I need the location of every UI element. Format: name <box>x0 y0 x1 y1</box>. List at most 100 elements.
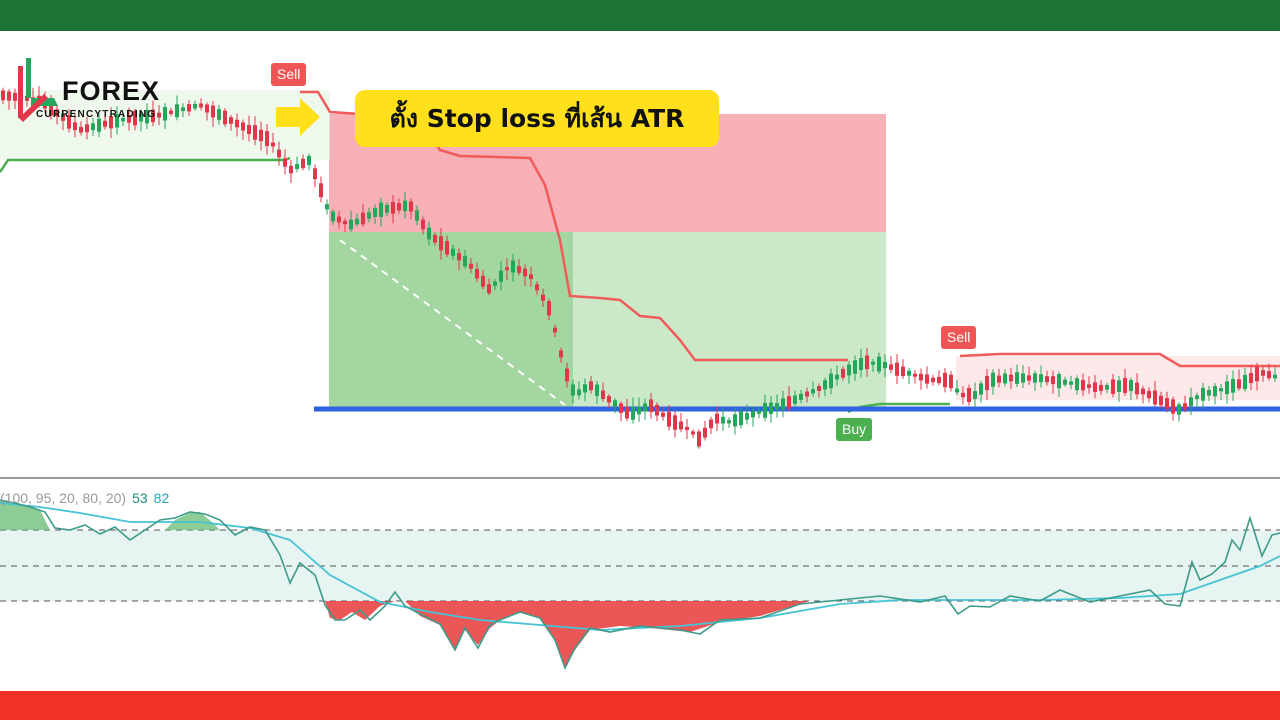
candle-body <box>1123 378 1127 393</box>
candle-body <box>1033 373 1037 383</box>
candle-body <box>1063 379 1067 385</box>
candle-body <box>25 95 29 101</box>
candle-body <box>1195 395 1199 400</box>
candle-body <box>1231 379 1235 393</box>
candle-body <box>289 165 293 174</box>
candle-body <box>769 402 773 415</box>
footer-bar <box>0 691 1280 720</box>
candle-body <box>157 112 161 118</box>
candle-body <box>1213 386 1217 397</box>
oscillator-params: (100, 95, 20, 80, 20) <box>0 490 127 506</box>
candle-body <box>295 164 299 169</box>
candle-body <box>355 218 359 225</box>
candle-body <box>91 123 95 131</box>
candle-body <box>1075 378 1079 391</box>
logo-subtitle: CURRENCYTRADING <box>36 109 157 120</box>
candle-body <box>601 390 605 399</box>
green-trailing-line <box>0 156 291 173</box>
candle-body <box>331 211 335 222</box>
candle-body <box>367 212 371 219</box>
candle-body <box>109 116 113 129</box>
candle-body <box>1093 382 1097 392</box>
candle-body <box>169 110 173 114</box>
candle-body <box>1165 398 1169 409</box>
candle-body <box>271 142 275 147</box>
candle-body <box>547 301 551 316</box>
candle-body <box>151 109 155 123</box>
candle-body <box>715 413 719 424</box>
candle-body <box>175 104 179 118</box>
logo-word: FOREX <box>62 76 161 106</box>
candle-body <box>859 357 863 371</box>
candle-body <box>1045 376 1049 383</box>
sell-signal-tag: Sell <box>271 63 307 86</box>
candle-body <box>115 114 119 128</box>
candle-body <box>1267 371 1271 379</box>
candle-body <box>181 107 185 112</box>
candle-body <box>133 110 137 126</box>
target-zone-light <box>573 232 886 408</box>
candle-body <box>673 415 677 430</box>
candle-body <box>649 399 653 413</box>
candle-body <box>997 375 1001 383</box>
candle-body <box>385 204 389 213</box>
candle-body <box>1201 387 1205 401</box>
candle-body <box>1171 399 1175 414</box>
candle-body <box>529 274 533 280</box>
arrow-right-icon <box>276 98 320 136</box>
candle-body <box>235 119 239 128</box>
candle-body <box>379 202 383 218</box>
candle-body <box>1051 376 1055 385</box>
candle-body <box>919 373 923 381</box>
candle-body <box>721 416 725 424</box>
candle-body <box>667 411 671 427</box>
candle-body <box>1003 373 1007 384</box>
candle-body <box>835 374 839 380</box>
candle-body <box>337 216 341 223</box>
candle-body <box>403 200 407 212</box>
candle-body <box>937 376 941 384</box>
candle-body <box>517 266 521 273</box>
candle-body <box>733 414 737 427</box>
candle-body <box>1057 374 1061 389</box>
candle-body <box>433 234 437 243</box>
candle-body <box>613 400 617 408</box>
candle-body <box>361 212 365 225</box>
candle-body <box>475 269 479 279</box>
candle-body <box>907 370 911 376</box>
candle-body <box>1255 366 1259 382</box>
candle-body <box>895 362 899 376</box>
oscillator-value-1: 53 <box>132 490 148 506</box>
candle-body <box>1021 373 1025 383</box>
candle-body <box>1039 374 1043 383</box>
logo: FOREX CURRENCYTRADING <box>14 50 184 126</box>
candle-body <box>811 389 815 394</box>
candle-body <box>841 368 845 378</box>
oscillator-value-2: 82 <box>153 490 170 506</box>
candle-body <box>187 104 191 112</box>
candle-body <box>679 421 683 430</box>
candle-body <box>697 431 701 447</box>
candle-body <box>817 385 821 391</box>
candle-body <box>1129 379 1133 392</box>
osc-main-line <box>0 499 1280 671</box>
candle-body <box>883 361 887 369</box>
candle-body <box>505 267 509 271</box>
candle-body <box>307 155 311 166</box>
candle-body <box>1105 384 1109 390</box>
candle-body <box>247 125 251 134</box>
candle-body <box>1 90 5 101</box>
osc-oversold-fill-2 <box>405 601 810 668</box>
candle-body <box>397 203 401 211</box>
candle-body <box>709 419 713 429</box>
candle-body <box>607 396 611 403</box>
candle-body <box>97 118 101 132</box>
candle-body <box>727 420 731 424</box>
candle-body <box>661 412 665 417</box>
candle-body <box>775 403 779 410</box>
candle-body <box>373 208 377 217</box>
candle-body <box>1249 373 1253 383</box>
candle-body <box>1237 379 1241 389</box>
candle-body <box>55 109 59 117</box>
